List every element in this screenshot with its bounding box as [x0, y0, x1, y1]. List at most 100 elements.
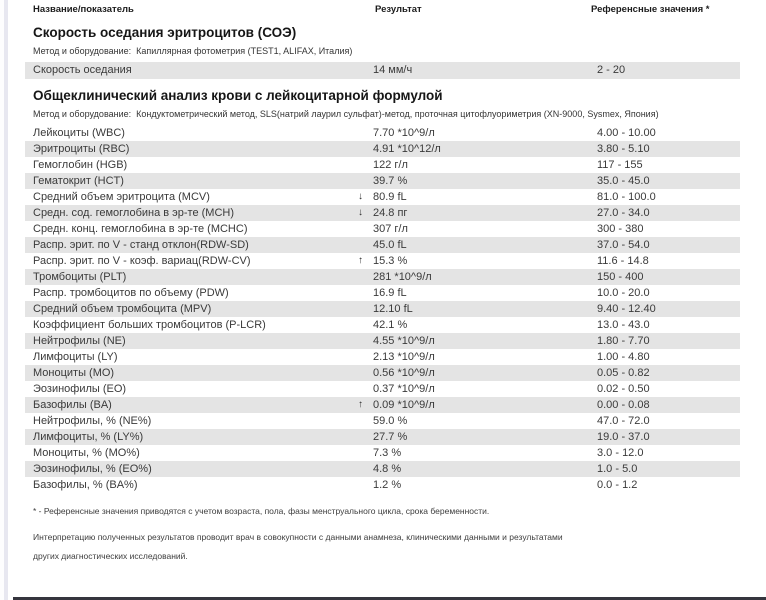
result-value: 15.3 %	[373, 255, 408, 267]
reference-range: 35.0 - 45.0	[597, 175, 650, 187]
section-rows: Лейкоциты (WBC) 7.70 *10^9/л 4.00 - 10.0…	[25, 125, 740, 493]
table-row: Лейкоциты (WBC) 7.70 *10^9/л 4.00 - 10.0…	[25, 125, 740, 141]
reference-range: 11.6 - 14.8	[597, 255, 649, 267]
result-value: 1.2 %	[373, 479, 402, 491]
result-value: 7.3 %	[373, 447, 402, 459]
high-flag-icon: ↑	[358, 399, 363, 410]
result-value: 307 г/л	[373, 223, 408, 235]
result-value: 7.70 *10^9/л	[373, 127, 435, 139]
section-method: Метод и оборудование: Капиллярная фотоме…	[33, 46, 353, 56]
table-row: Нейтрофилы (NE) 4.55 *10^9/л 1.80 - 7.70	[25, 333, 740, 349]
reference-range: 27.0 - 34.0	[597, 207, 650, 219]
table-row: Базофилы (BA) ↑ 0.09 *10^9/л 0.00 - 0.08	[25, 397, 740, 413]
section-rows: Скорость оседания 14 мм/ч 2 - 20	[25, 62, 740, 79]
result-value: 80.9 fL	[373, 191, 407, 203]
table-row: Базофилы, % (BA%) 1.2 % 0.0 - 1.2	[25, 477, 740, 493]
table-row: Средн. сод. гемоглобина в эр-те (MCH) ↓ …	[25, 205, 740, 221]
test-name: Эозинофилы, % (EO%)	[33, 463, 152, 475]
result-value: 45.0 fL	[373, 239, 407, 251]
result-value: 2.13 *10^9/л	[373, 351, 435, 363]
table-row: Средний объем тромбоцита (MPV) 12.10 fL …	[25, 301, 740, 317]
report-section: Общеклинический анализ крови с лейкоцита…	[25, 87, 740, 493]
result-value: 24.8 пг	[373, 207, 408, 219]
test-name: Гемоглобин (HGB)	[33, 159, 128, 171]
reference-range: 37.0 - 54.0	[597, 239, 650, 251]
column-header-result: Результат	[375, 4, 422, 15]
test-name: Коэффициент больших тромбоцитов (P-LCR)	[33, 319, 266, 331]
table-row: Моноциты, % (MO%) 7.3 % 3.0 - 12.0	[25, 445, 740, 461]
test-name: Лейкоциты (WBC)	[33, 127, 125, 139]
table-row: Эритроциты (RBC) 4.91 *10^12/л 3.80 - 5.…	[25, 141, 740, 157]
result-value: 39.7 %	[373, 175, 408, 187]
low-flag-icon: ↓	[358, 191, 363, 202]
reference-range: 3.80 - 5.10	[597, 143, 650, 155]
test-name: Средний объем тромбоцита (MPV)	[33, 303, 212, 315]
table-row: Нейтрофилы, % (NE%) 59.0 % 47.0 - 72.0	[25, 413, 740, 429]
result-value: 42.1 %	[373, 319, 408, 331]
table-row: Гематокрит (HCT) 39.7 % 35.0 - 45.0	[25, 173, 740, 189]
table-row: Коэффициент больших тромбоцитов (P-LCR) …	[25, 317, 740, 333]
high-flag-icon: ↑	[358, 255, 363, 266]
report-section: Скорость оседания эритроцитов (СОЭ) Мето…	[25, 24, 740, 79]
table-row: Скорость оседания 14 мм/ч 2 - 20	[25, 62, 740, 79]
result-value: 4.8 %	[373, 463, 402, 475]
reference-range: 47.0 - 72.0	[597, 415, 650, 427]
reference-footnote: * - Референсные значения приводятся с уч…	[33, 506, 490, 516]
table-row: Гемоглобин (HGB) 122 г/л 117 - 155	[25, 157, 740, 173]
result-value: 27.7 %	[373, 431, 408, 443]
reference-range: 9.40 - 12.40	[597, 303, 656, 315]
result-value: 4.55 *10^9/л	[373, 335, 435, 347]
report-body: Скорость оседания эритроцитов (СОЭ) Мето…	[25, 24, 740, 493]
section-title: Общеклинический анализ крови с лейкоцита…	[33, 88, 443, 103]
table-row: Тромбоциты (PLT) 281 *10^9/л 150 - 400	[25, 269, 740, 285]
table-row: Средн. конц. гемоглобина в эр-те (MCHC) …	[25, 221, 740, 237]
reference-range: 0.0 - 1.2	[597, 479, 638, 491]
table-row: Распр. эрит. по V - станд отклон(RDW-SD)…	[25, 237, 740, 253]
result-value: 12.10 fL	[373, 303, 413, 315]
result-value: 16.9 fL	[373, 287, 407, 299]
column-header-name: Название/показатель	[33, 4, 134, 15]
table-row: Эозинофилы (EO) 0.37 *10^9/л 0.02 - 0.50	[25, 381, 740, 397]
test-name: Средний объем эритроцита (MCV)	[33, 191, 210, 203]
reference-range: 117 - 155	[597, 159, 643, 171]
table-header-row: Название/показатель Результат Референсны…	[25, 3, 740, 16]
result-value: 0.09 *10^9/л	[373, 399, 435, 411]
test-name: Базофилы, % (BA%)	[33, 479, 138, 491]
reference-range: 4.00 - 10.00	[597, 127, 656, 139]
test-name: Эозинофилы (EO)	[33, 383, 127, 395]
test-name: Тромбоциты (PLT)	[33, 271, 127, 283]
table-row: Моноциты (MO) 0.56 *10^9/л 0.05 - 0.82	[25, 365, 740, 381]
test-name: Средн. сод. гемоглобина в эр-те (MCH)	[33, 207, 235, 219]
lab-report: Название/показатель Результат Референсны…	[25, 0, 740, 566]
reference-range: 150 - 400	[597, 271, 644, 283]
reference-range: 2 - 20	[597, 64, 626, 76]
test-name: Распр. тромбоцитов по объему (PDW)	[33, 287, 229, 299]
reference-range: 0.02 - 0.50	[597, 383, 650, 395]
reference-range: 10.0 - 20.0	[597, 287, 650, 299]
test-name: Базофилы (BA)	[33, 399, 112, 411]
reference-range: 3.0 - 12.0	[597, 447, 644, 459]
reference-range: 13.0 - 43.0	[597, 319, 650, 331]
table-row: Распр. эрит. по V - коэф. вариац(RDW-CV)…	[25, 253, 740, 269]
test-name: Моноциты, % (MO%)	[33, 447, 140, 459]
test-name: Нейтрофилы (NE)	[33, 335, 126, 347]
test-name: Скорость оседания	[33, 64, 132, 76]
result-value: 0.56 *10^9/л	[373, 367, 435, 379]
test-name: Распр. эрит. по V - станд отклон(RDW-SD)	[33, 239, 249, 251]
table-row: Распр. тромбоцитов по объему (PDW) 16.9 …	[25, 285, 740, 301]
test-name: Лимфоциты (LY)	[33, 351, 118, 363]
interpretation-footnote: Интерпретацию полученных результатов про…	[33, 532, 563, 561]
reference-range: 1.0 - 5.0	[597, 463, 638, 475]
low-flag-icon: ↓	[358, 207, 363, 218]
result-value: 59.0 %	[373, 415, 408, 427]
reference-range: 81.0 - 100.0	[597, 191, 656, 203]
table-row: Лимфоциты, % (LY%) 27.7 % 19.0 - 37.0	[25, 429, 740, 445]
result-value: 14 мм/ч	[373, 64, 413, 76]
reference-range: 0.05 - 0.82	[597, 367, 650, 379]
test-name: Эритроциты (RBC)	[33, 143, 130, 155]
section-title: Скорость оседания эритроцитов (СОЭ)	[33, 25, 297, 40]
test-name: Средн. конц. гемоглобина в эр-те (MCHC)	[33, 223, 248, 235]
result-value: 0.37 *10^9/л	[373, 383, 435, 395]
test-name: Лимфоциты, % (LY%)	[33, 431, 144, 443]
result-value: 122 г/л	[373, 159, 408, 171]
